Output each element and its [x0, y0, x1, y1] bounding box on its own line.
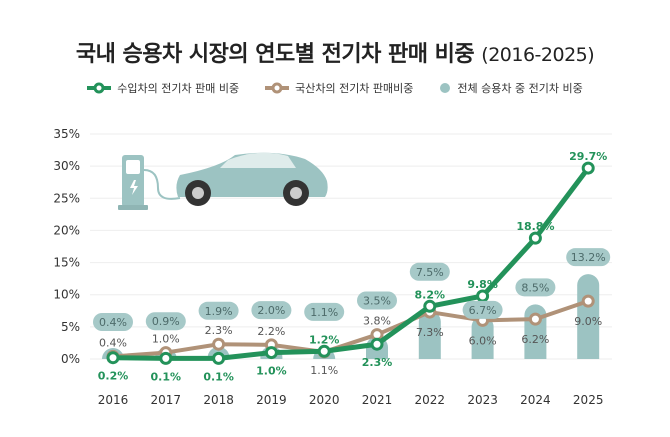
domestic-data-label: 9.0%	[574, 315, 602, 328]
legend-item-import: 수입차의 전기차 판매 비중	[87, 80, 239, 96]
bar-label-pill	[462, 300, 503, 319]
bar-label-pill	[145, 312, 186, 331]
bar-label-pill	[198, 301, 239, 320]
y-tick-label: 15%	[53, 256, 80, 270]
import-data-label: 18.8%	[516, 220, 554, 233]
bar-label-pill	[515, 278, 556, 297]
bar-data-label: 13.2%	[571, 251, 606, 264]
legend: 수입차의 전기차 판매 비중 국산차의 전기차 판매비중 전체 승용차 중 전기…	[0, 80, 670, 96]
bar-label-pill	[566, 248, 611, 267]
bar-total	[471, 315, 494, 359]
y-tick-label: 20%	[53, 223, 80, 237]
import-data-label: 0.1%	[203, 370, 234, 383]
bar-total	[418, 310, 441, 359]
bar-label-pill	[357, 291, 397, 310]
data-point	[370, 337, 384, 351]
x-tick-label: 2017	[151, 393, 182, 407]
y-tick-label: 5%	[61, 320, 80, 334]
data-point	[106, 351, 120, 365]
y-tick-label: 35%	[53, 127, 80, 141]
title-years: (2016-2025)	[481, 44, 595, 66]
bar-data-label: 3.5%	[363, 295, 391, 308]
legend-label: 국산차의 전기차 판매비중	[295, 82, 414, 95]
y-tick-label: 10%	[53, 288, 80, 302]
x-tick-label: 2018	[203, 393, 234, 407]
x-tick-label: 2023	[467, 393, 498, 407]
bar-label-pill	[409, 262, 450, 281]
y-tick-label: 30%	[53, 159, 80, 173]
bar-data-label: 2.0%	[257, 304, 285, 317]
bar-data-label: 1.1%	[310, 306, 338, 319]
data-point	[264, 346, 278, 360]
domestic-data-label: 3.8%	[363, 315, 391, 328]
ev-charging-illustration	[118, 152, 328, 210]
domestic-data-label: 7.3%	[416, 326, 444, 339]
import-data-label: 9.8%	[467, 278, 498, 291]
data-point	[317, 344, 331, 358]
domestic-data-label: 6.0%	[469, 334, 497, 347]
import-data-label: 0.1%	[151, 370, 182, 383]
bar-data-label: 7.5%	[416, 266, 444, 279]
data-point	[528, 231, 542, 245]
x-tick-label: 2024	[520, 393, 551, 407]
bar-data-label: 0.4%	[99, 316, 127, 329]
chart-title: 국내 승용차 시장의 연도별 전기차 판매 비중 (2016-2025)	[0, 36, 670, 68]
x-tick-label: 2022	[415, 393, 446, 407]
data-point	[528, 312, 542, 326]
y-tick-label: 0%	[61, 352, 80, 366]
legend-line-marker-icon	[87, 82, 112, 94]
domestic-data-label: 1.1%	[310, 364, 338, 377]
line-import	[112, 166, 591, 361]
domestic-data-label: 2.2%	[257, 325, 285, 338]
bar-total	[524, 304, 547, 359]
legend-dot-icon	[440, 83, 451, 93]
title-text: 국내 승용차 시장의 연도별 전기차 판매 비중	[75, 42, 475, 67]
bar-data-label: 8.5%	[521, 281, 549, 294]
domestic-data-label: 6.2%	[521, 333, 549, 346]
bar-total	[577, 274, 600, 359]
x-tick-label: 2019	[256, 393, 287, 407]
legend-item-total: 전체 승용차 중 전기차 비중	[439, 80, 583, 96]
import-data-label: 0.2%	[98, 370, 129, 383]
domestic-data-label: 1.0%	[152, 333, 180, 346]
bar-label-pill	[93, 313, 133, 331]
bar-label-pill	[251, 301, 292, 320]
data-point	[212, 351, 226, 365]
data-point	[581, 161, 595, 175]
import-data-label: 8.2%	[415, 288, 446, 301]
x-tick-label: 2016	[98, 393, 129, 407]
y-tick-label: 25%	[53, 191, 80, 205]
data-point	[159, 351, 173, 365]
bar-data-label: 6.7%	[469, 304, 497, 317]
x-tick-label: 2021	[362, 393, 393, 407]
data-point	[476, 289, 490, 303]
line-domestic	[112, 299, 589, 359]
bar-data-label: 1.9%	[205, 305, 233, 318]
bar-label-pill	[304, 302, 345, 321]
import-data-label: 29.7%	[569, 150, 607, 163]
legend-item-domestic: 국산차의 전기차 판매비중	[265, 80, 413, 96]
domestic-data-label: 0.4%	[99, 336, 127, 349]
data-point	[581, 294, 595, 308]
import-data-label: 2.3%	[362, 356, 393, 369]
data-point	[423, 299, 437, 313]
x-tick-label: 2025	[573, 393, 604, 407]
legend-label: 전체 승용차 중 전기차 비중	[457, 82, 583, 95]
legend-line-marker-icon	[265, 82, 290, 94]
legend-label: 수입차의 전기차 판매 비중	[117, 82, 240, 95]
domestic-data-label: 2.3%	[205, 324, 233, 337]
data-point	[212, 337, 226, 351]
import-data-label: 1.2%	[309, 333, 340, 346]
x-tick-label: 2020	[309, 393, 340, 407]
import-data-label: 1.0%	[256, 365, 287, 378]
bar-data-label: 0.9%	[152, 315, 180, 328]
